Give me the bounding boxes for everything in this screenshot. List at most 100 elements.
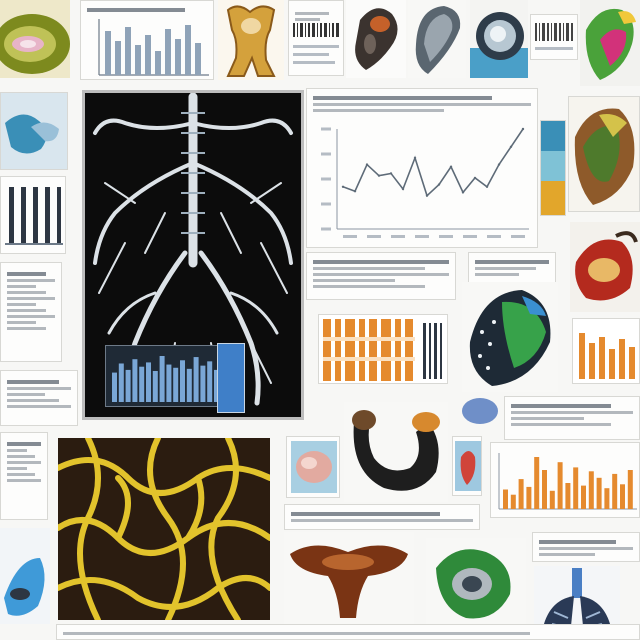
orange-bar-chart-svg bbox=[498, 453, 637, 510]
eye-specimen-illustration bbox=[470, 12, 528, 78]
orange-bar bbox=[588, 471, 594, 509]
tile-shell-specimen bbox=[408, 0, 466, 78]
line-chart-tick-label bbox=[321, 152, 331, 156]
tile-blue-oval bbox=[460, 396, 500, 426]
blue-oval-illustration bbox=[462, 398, 498, 424]
orange-bar bbox=[573, 467, 579, 509]
tile-crab bbox=[570, 222, 640, 312]
legend-swatch-light bbox=[541, 151, 565, 181]
tile-bone-specimen bbox=[218, 0, 284, 80]
blue-organ-illustration bbox=[4, 558, 45, 616]
line-chart-point bbox=[389, 172, 393, 175]
tile-parrot bbox=[580, 0, 640, 86]
line-chart-point bbox=[521, 127, 525, 131]
line-chart-tick-label bbox=[321, 202, 331, 206]
inset-bar bbox=[180, 360, 185, 402]
line-chart-point bbox=[425, 194, 429, 197]
orange-bar bbox=[581, 485, 586, 509]
crab-illustration bbox=[575, 231, 638, 301]
inset-bar bbox=[132, 359, 138, 402]
parrot-illustration bbox=[585, 8, 636, 80]
u-bone-illustration bbox=[352, 410, 440, 491]
tile-top-bar-chart bbox=[80, 0, 214, 80]
tile-barcode-panel bbox=[288, 0, 344, 76]
line-chart-point bbox=[413, 156, 417, 160]
vertical-bars-illustration bbox=[5, 187, 63, 245]
line-chart-tick-label bbox=[321, 177, 331, 181]
inset-bar bbox=[200, 365, 206, 402]
line-chart-point bbox=[461, 191, 465, 194]
orange-bar bbox=[518, 479, 524, 509]
tile-u-bone bbox=[344, 402, 448, 502]
inset-bar bbox=[152, 370, 158, 402]
line-chart-series bbox=[342, 128, 524, 198]
inset-bar bbox=[166, 364, 172, 402]
line-chart-point bbox=[449, 165, 453, 168]
tile-text-right-1 bbox=[504, 396, 640, 440]
line-chart-point bbox=[353, 190, 357, 193]
orange-bar bbox=[620, 484, 625, 509]
line-chart-svg bbox=[321, 127, 529, 238]
tile-text-block-middle bbox=[306, 252, 456, 300]
orange-bar bbox=[534, 457, 540, 509]
orange-bar bbox=[503, 489, 508, 509]
tile-eye-specimen bbox=[470, 0, 528, 78]
inset-bar-chart bbox=[105, 345, 235, 407]
orange-bar bbox=[612, 473, 618, 509]
line-chart-point bbox=[437, 183, 441, 186]
inset-bar bbox=[214, 369, 219, 402]
tile-heatmap-orange bbox=[318, 314, 448, 384]
barcode-small-graphic bbox=[535, 23, 573, 50]
yellow-mesh-illustration bbox=[58, 438, 270, 620]
inset-bar bbox=[125, 369, 131, 402]
orange-bar bbox=[549, 490, 555, 509]
orange-bar bbox=[542, 470, 547, 509]
orange-bar bbox=[596, 477, 602, 509]
line-chart-x-tick-label bbox=[367, 235, 381, 238]
inset-blue-block bbox=[217, 343, 245, 413]
tile-3d-model bbox=[0, 92, 68, 170]
tile-orange-bar-chart bbox=[490, 442, 640, 518]
tile-yellow-mesh bbox=[58, 438, 270, 620]
tile-dark-organ bbox=[346, 0, 406, 78]
orange-bar bbox=[627, 470, 633, 509]
line-chart-x-tick-label bbox=[487, 235, 501, 238]
tile-left-text-2 bbox=[0, 370, 78, 426]
heatmap-orange-illustration bbox=[323, 319, 442, 381]
inset-bar bbox=[159, 356, 165, 402]
inset-bar bbox=[193, 357, 199, 402]
inset-bar bbox=[207, 361, 213, 402]
line-chart-point bbox=[365, 163, 369, 166]
top-bar-chart-illustration bbox=[98, 19, 209, 76]
green-organ-illustration bbox=[436, 549, 511, 619]
inset-bar bbox=[186, 368, 192, 402]
line-chart-point bbox=[485, 185, 489, 188]
tile-dotted-wing bbox=[462, 282, 558, 392]
line-chart-tick-label bbox=[321, 127, 331, 131]
line-chart-point bbox=[377, 174, 381, 177]
line-chart-point bbox=[401, 187, 405, 191]
insect-wing-illustration bbox=[574, 108, 635, 205]
orange-bar bbox=[604, 488, 610, 509]
bars-right-illustration bbox=[579, 333, 635, 379]
legend-swatch-gold bbox=[541, 181, 565, 215]
dotted-wing-illustration bbox=[469, 290, 551, 386]
dark-organ-illustration bbox=[355, 8, 398, 70]
tile-text-bottom-mid bbox=[284, 504, 480, 530]
orange-bar bbox=[565, 483, 571, 509]
line-chart-point bbox=[497, 163, 501, 166]
pink-specimen-illustration bbox=[291, 441, 337, 493]
tile-green-organ bbox=[426, 538, 526, 628]
line-chart-point bbox=[341, 185, 345, 188]
small-organ-card-illustration bbox=[455, 441, 481, 491]
tile-bronchial-tree bbox=[82, 90, 304, 420]
brown-bone-illustration bbox=[290, 545, 408, 618]
tile-text-bottom-right bbox=[532, 532, 640, 562]
line-chart-x-tick-label bbox=[343, 235, 357, 238]
line-chart-x-tick-label bbox=[511, 235, 525, 238]
line-chart-point bbox=[473, 176, 477, 180]
inset-bar bbox=[139, 366, 145, 402]
tile-insect-wing bbox=[568, 96, 640, 212]
bone-specimen-illustration bbox=[226, 5, 276, 77]
